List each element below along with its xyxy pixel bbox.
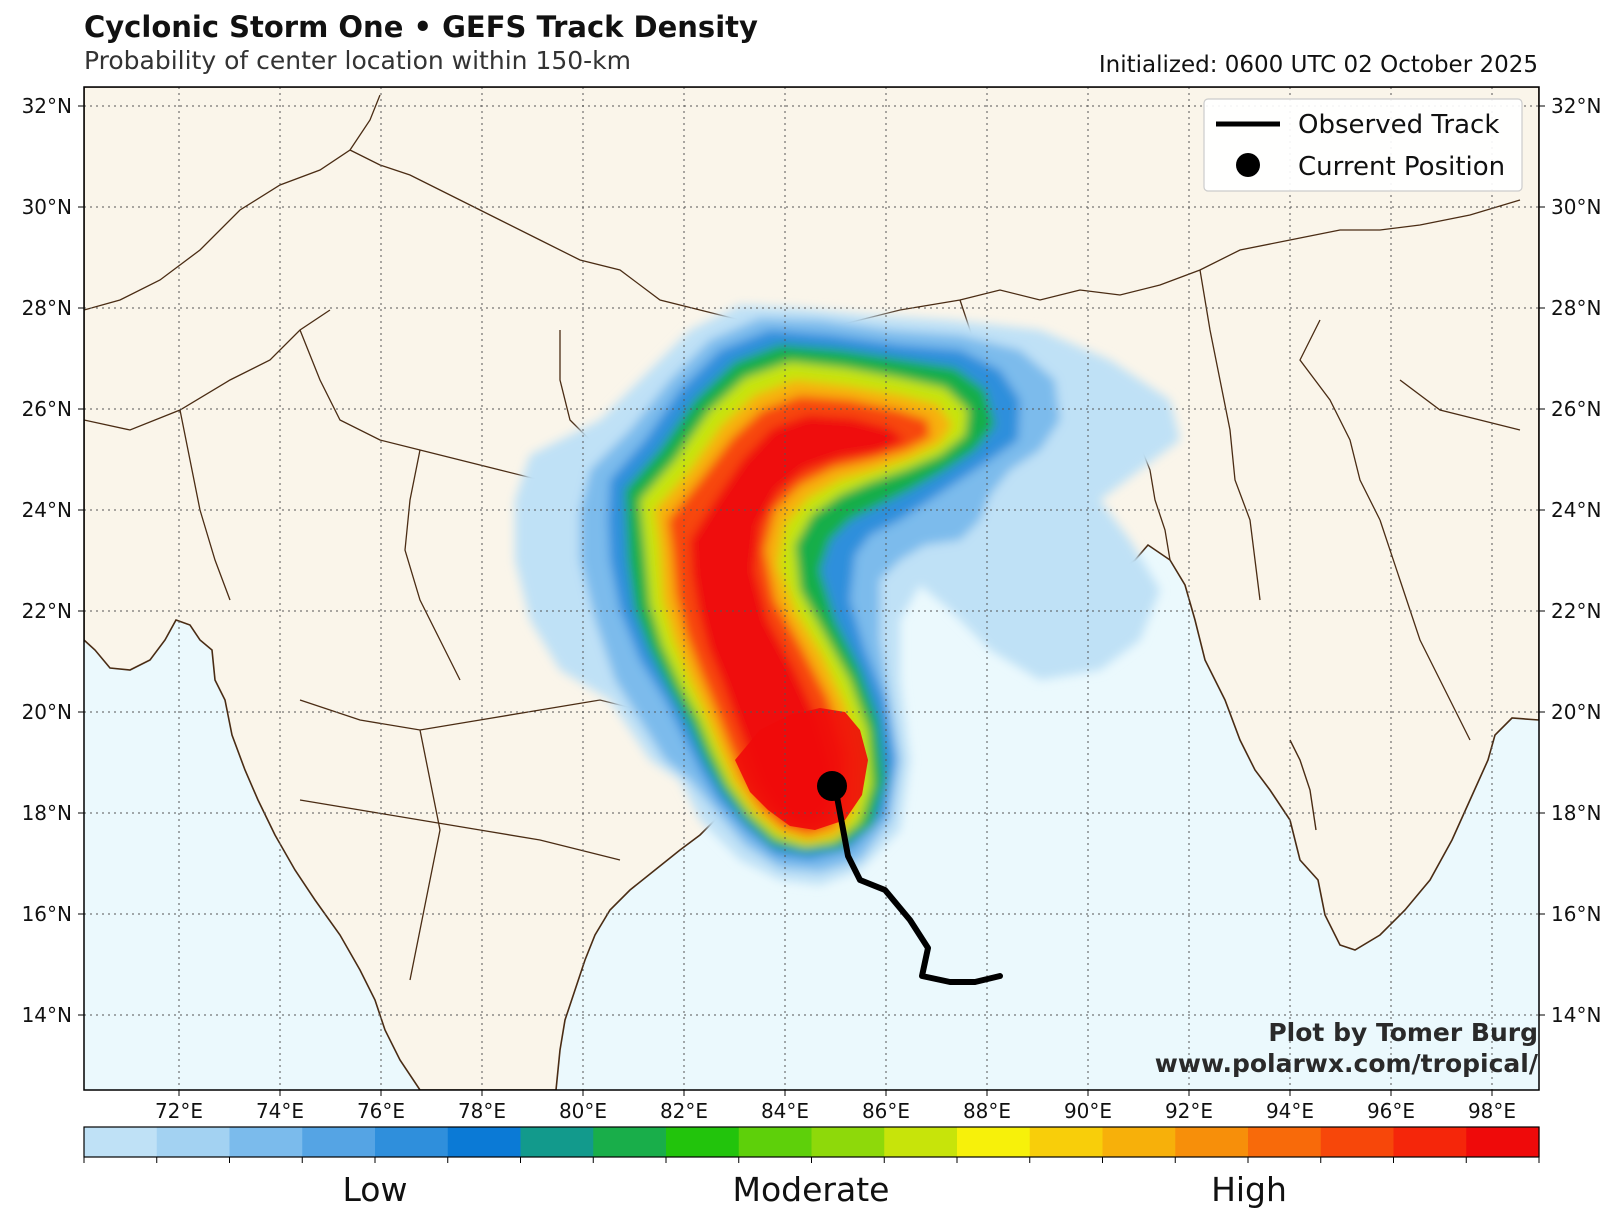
- lon-label: 86°E: [862, 1099, 910, 1123]
- colorbar-label-high: High: [1211, 1170, 1287, 1209]
- lat-label: 14°N: [1551, 1003, 1601, 1027]
- colorbar-segment: [84, 1127, 158, 1157]
- lat-label: 32°N: [1551, 94, 1601, 118]
- colorbar-segment: [957, 1127, 1031, 1157]
- lon-label: 98°E: [1468, 1099, 1516, 1123]
- colorbar-segment: [1029, 1127, 1104, 1157]
- lon-label: 72°E: [155, 1099, 203, 1123]
- lat-label: 22°N: [22, 599, 72, 623]
- colorbar-segment: [738, 1127, 813, 1157]
- lat-labels-right: 32°N 30°N 28°N 26°N 24°N 22°N 20°N 18°N …: [1551, 94, 1601, 1027]
- lat-label: 28°N: [22, 296, 72, 320]
- lat-label: 18°N: [1551, 801, 1601, 825]
- colorbar-segment: [302, 1127, 376, 1157]
- map-area: [84, 87, 1539, 1090]
- lon-label: 82°E: [660, 1099, 708, 1123]
- lon-labels: 72°E 74°E 76°E 78°E 80°E 82°E 84°E 86°E …: [155, 1099, 1516, 1123]
- density-field: [515, 305, 1180, 885]
- colorbar-segment: [1102, 1127, 1176, 1157]
- legend-position-label: Current Position: [1298, 152, 1505, 182]
- colorbar-segment: [229, 1127, 303, 1157]
- legend-track-label: Observed Track: [1298, 110, 1499, 140]
- lat-labels-left: 32°N 30°N 28°N 26°N 24°N 22°N 20°N 18°N …: [22, 94, 72, 1027]
- lon-label: 94°E: [1266, 1099, 1314, 1123]
- map-frame: [83, 86, 1540, 1091]
- lat-label: 24°N: [22, 498, 72, 522]
- credit-url: www.polarwx.com/tropical/: [1154, 1049, 1538, 1078]
- colorbar: [83, 1127, 1540, 1163]
- lon-label: 96°E: [1367, 1099, 1415, 1123]
- colorbar-segment: [1393, 1127, 1467, 1157]
- lat-label: 16°N: [1551, 902, 1601, 926]
- colorbar-segment: [811, 1127, 885, 1157]
- lat-label: 26°N: [1551, 397, 1601, 421]
- lat-label: 32°N: [22, 94, 72, 118]
- colorbar-label-low: Low: [342, 1170, 408, 1209]
- colorbar-segment: [1248, 1127, 1322, 1157]
- colorbar-segment: [1320, 1127, 1395, 1157]
- colorbar-frame: [83, 1126, 1540, 1158]
- legend-position-swatch: [1236, 153, 1260, 177]
- lon-label: 74°E: [256, 1099, 304, 1123]
- lat-label: 28°N: [1551, 296, 1601, 320]
- initialized-time: Initialized: 0600 UTC 02 October 2025: [1098, 52, 1538, 78]
- tick-marks: [78, 105, 1545, 1096]
- colorbar-segment: [593, 1127, 667, 1157]
- colorbar-segment: [1466, 1127, 1540, 1157]
- lat-label: 20°N: [1551, 700, 1601, 724]
- colorbar-segment: [1175, 1127, 1249, 1157]
- lat-label: 18°N: [22, 801, 72, 825]
- chart-subtitle: Probability of center location within 15…: [84, 46, 632, 75]
- lon-label: 84°E: [761, 1099, 809, 1123]
- lat-label: 20°N: [22, 700, 72, 724]
- lat-label: 26°N: [22, 397, 72, 421]
- lon-label: 90°E: [1064, 1099, 1112, 1123]
- lon-label: 92°E: [1165, 1099, 1213, 1123]
- chart-title: Cyclonic Storm One • GEFS Track Density: [84, 10, 758, 44]
- lat-label: 16°N: [22, 902, 72, 926]
- legend: Observed Track Current Position: [1203, 98, 1523, 192]
- colorbar-segment: [156, 1127, 231, 1157]
- observed-track: [832, 783, 1003, 985]
- lon-label: 78°E: [458, 1099, 506, 1123]
- colorbar-segment: [447, 1127, 522, 1157]
- colorbar-label-moderate: Moderate: [732, 1170, 890, 1209]
- credit-author: Plot by Tomer Burg: [1268, 1018, 1538, 1047]
- lon-label: 80°E: [559, 1099, 607, 1123]
- colorbar-segment: [375, 1127, 449, 1157]
- lat-label: 24°N: [1551, 498, 1601, 522]
- lon-label: 88°E: [963, 1099, 1011, 1123]
- current-position-marker: [817, 771, 847, 801]
- lat-label: 22°N: [1551, 599, 1601, 623]
- colorbar-segment: [884, 1127, 958, 1157]
- coast-detail: [1289, 739, 1317, 831]
- lat-label: 30°N: [1551, 195, 1601, 219]
- lat-label: 30°N: [22, 195, 72, 219]
- legend-box: [1203, 98, 1523, 192]
- lon-label: 76°E: [357, 1099, 405, 1123]
- colorbar-segment: [666, 1127, 740, 1157]
- lat-label: 14°N: [22, 1003, 72, 1027]
- colorbar-segment: [520, 1127, 594, 1157]
